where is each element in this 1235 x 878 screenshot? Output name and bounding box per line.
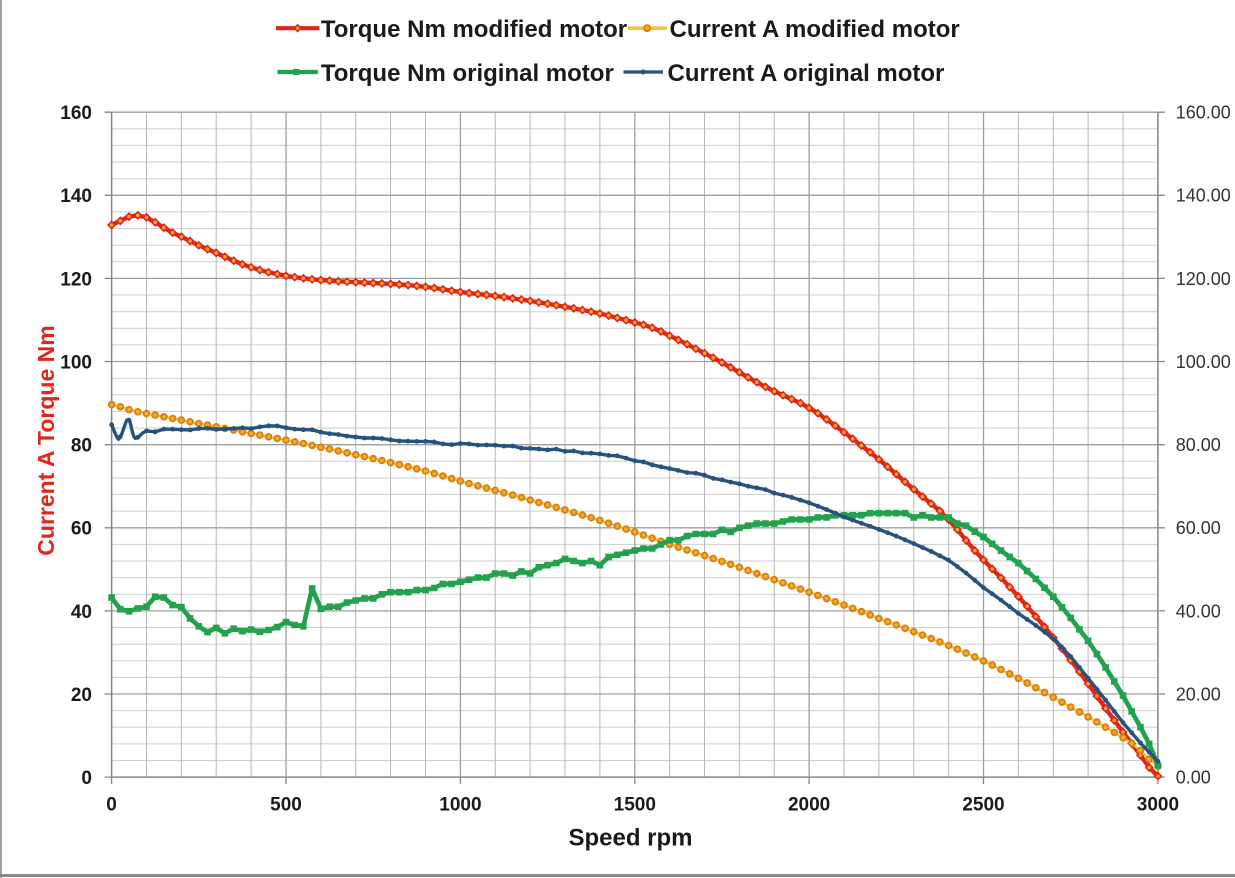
svg-text:160: 160 bbox=[60, 103, 92, 124]
svg-text:0.00: 0.00 bbox=[1176, 768, 1211, 788]
svg-text:140.00: 140.00 bbox=[1176, 186, 1231, 206]
svg-text:0: 0 bbox=[106, 795, 117, 816]
svg-text:1000: 1000 bbox=[439, 795, 481, 816]
svg-text:0: 0 bbox=[81, 768, 92, 789]
svg-text:40: 40 bbox=[71, 602, 92, 623]
svg-text:60.00: 60.00 bbox=[1176, 518, 1221, 538]
svg-text:120: 120 bbox=[60, 269, 92, 290]
svg-text:Torque Nm modified motor: Torque Nm modified motor bbox=[321, 16, 627, 43]
svg-text:140: 140 bbox=[60, 186, 92, 207]
svg-text:20.00: 20.00 bbox=[1176, 684, 1221, 704]
svg-text:40.00: 40.00 bbox=[1176, 601, 1221, 621]
svg-text:80.00: 80.00 bbox=[1176, 435, 1221, 455]
svg-text:160.00: 160.00 bbox=[1176, 103, 1231, 123]
svg-text:20: 20 bbox=[71, 685, 92, 706]
svg-text:Torque Nm original motor: Torque Nm original motor bbox=[321, 60, 614, 87]
svg-text:120.00: 120.00 bbox=[1176, 269, 1231, 289]
svg-text:500: 500 bbox=[270, 795, 302, 816]
svg-text:Current A modified motor: Current A modified motor bbox=[670, 16, 960, 43]
svg-text:1500: 1500 bbox=[614, 795, 656, 816]
svg-text:80: 80 bbox=[71, 436, 92, 457]
svg-text:2000: 2000 bbox=[788, 795, 830, 816]
svg-text:Current A Torque Nm: Current A Torque Nm bbox=[33, 325, 59, 555]
svg-text:60: 60 bbox=[71, 519, 92, 540]
svg-text:3000: 3000 bbox=[1137, 795, 1179, 816]
svg-text:Current A original motor: Current A original motor bbox=[668, 60, 945, 87]
svg-text:2500: 2500 bbox=[962, 795, 1004, 816]
svg-text:100.00: 100.00 bbox=[1176, 352, 1231, 372]
svg-text:Speed rpm: Speed rpm bbox=[568, 825, 692, 852]
svg-text:100: 100 bbox=[60, 352, 92, 373]
